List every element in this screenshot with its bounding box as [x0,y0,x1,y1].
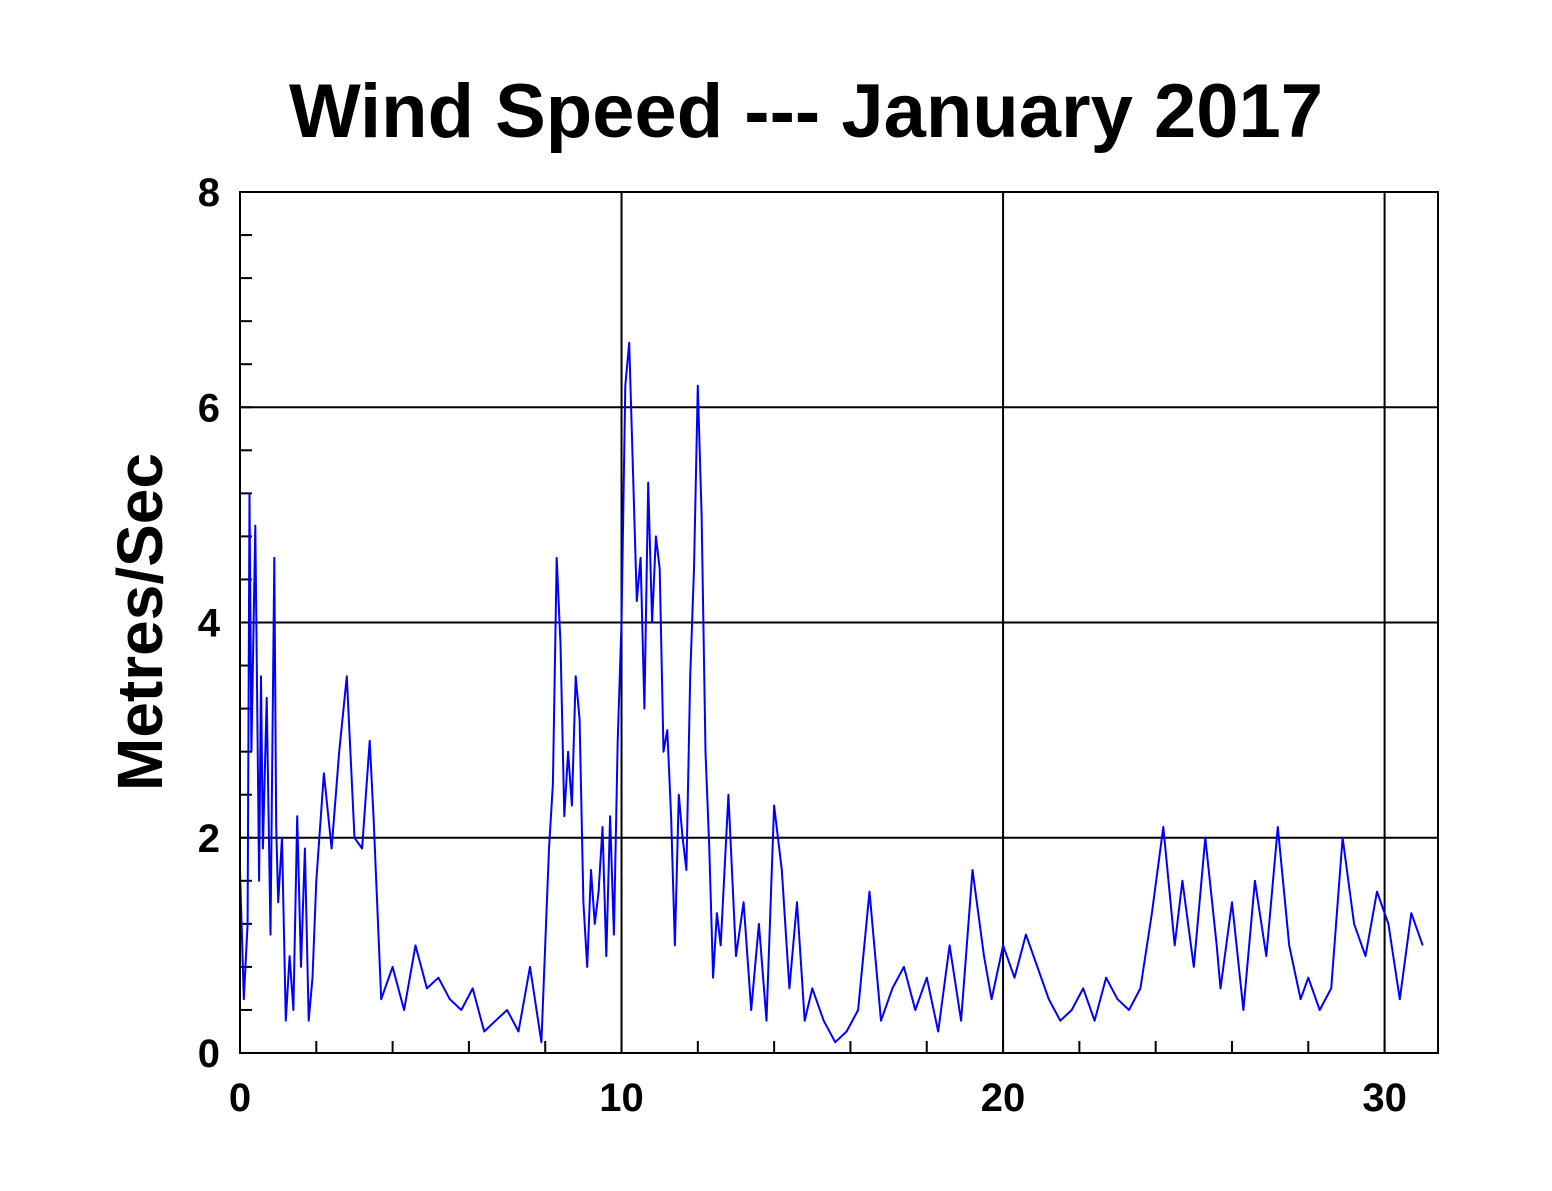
y-tick-label: 0 [198,1032,220,1076]
y-tick-label: 4 [198,602,221,646]
x-tick-label: 20 [981,1076,1026,1120]
y-tick-label: 8 [198,171,220,215]
series-layer [239,341,1424,1044]
tick-labels: 0 2 4 6 8 0 10 20 30 [198,171,1407,1120]
x-tick-label: 10 [599,1076,644,1120]
x-tick-label: 30 [1362,1076,1407,1120]
y-axis-label: Metres/Sec [104,453,176,791]
chart-title: Wind Speed --- January 2017 [289,69,1323,154]
series-line-0 [239,341,1424,1044]
y-tick-label: 6 [198,386,220,430]
x-tick-label: 0 [229,1076,251,1120]
y-tick-label: 2 [198,817,220,861]
plot-frame [239,191,1439,1054]
grid-lines [239,191,1438,1054]
